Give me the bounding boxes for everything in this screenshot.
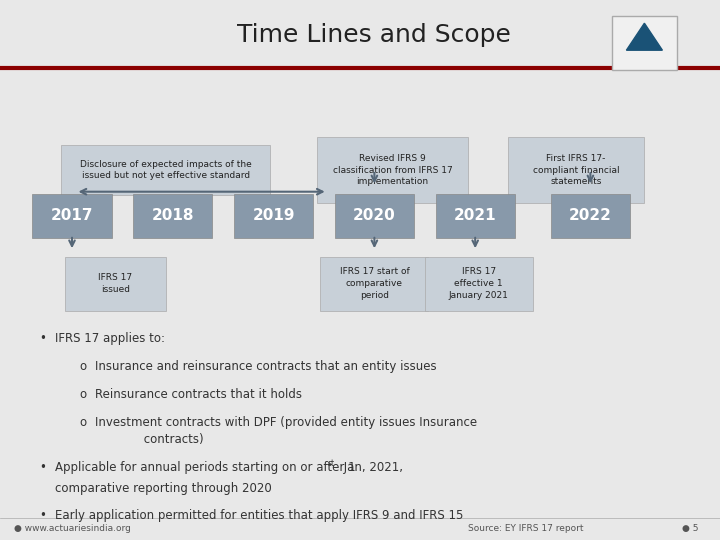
Text: 2021: 2021 — [454, 208, 497, 224]
Text: 2019: 2019 — [252, 208, 295, 224]
FancyBboxPatch shape — [436, 194, 515, 238]
Text: Disclosure of expected impacts of the
issued but not yet effective standard: Disclosure of expected impacts of the is… — [80, 160, 251, 180]
FancyBboxPatch shape — [508, 137, 644, 202]
Text: Reinsurance contracts that it holds: Reinsurance contracts that it holds — [95, 388, 302, 401]
FancyBboxPatch shape — [317, 137, 468, 202]
Text: IFRS 17
effective 1
January 2021: IFRS 17 effective 1 January 2021 — [449, 267, 509, 300]
Text: Investment contracts with DPF (provided entity issues Insurance
             con: Investment contracts with DPF (provided … — [95, 416, 477, 446]
FancyBboxPatch shape — [133, 194, 212, 238]
Text: 2017: 2017 — [50, 208, 94, 224]
Text: Jan, 2021,: Jan, 2021, — [340, 461, 403, 474]
Text: st: st — [328, 458, 335, 468]
Text: IFRS 17 applies to:: IFRS 17 applies to: — [55, 332, 166, 345]
Text: •: • — [40, 461, 47, 474]
FancyBboxPatch shape — [61, 145, 270, 195]
FancyBboxPatch shape — [551, 194, 630, 238]
FancyBboxPatch shape — [612, 16, 677, 70]
Text: Revised IFRS 9
classification from IFRS 17
implementation: Revised IFRS 9 classification from IFRS … — [333, 154, 452, 186]
Text: ● www.actuariesindia.org: ● www.actuariesindia.org — [14, 524, 131, 532]
Text: •: • — [40, 332, 47, 345]
Text: comparative reporting through 2020: comparative reporting through 2020 — [55, 482, 272, 495]
Text: 2018: 2018 — [151, 208, 194, 224]
Text: IFRS 17
issued: IFRS 17 issued — [98, 273, 132, 294]
Text: o: o — [79, 360, 86, 373]
Text: IFRS 17 start of
comparative
period: IFRS 17 start of comparative period — [340, 267, 409, 300]
Text: Source: EY IFRS 17 report: Source: EY IFRS 17 report — [468, 524, 583, 532]
Text: o: o — [79, 416, 86, 429]
Text: ● 5: ● 5 — [682, 524, 698, 532]
Text: Early application permitted for entities that apply IFRS 9 and IFRS 15: Early application permitted for entities… — [55, 509, 464, 522]
Text: Insurance and reinsurance contracts that an entity issues: Insurance and reinsurance contracts that… — [95, 360, 436, 373]
FancyBboxPatch shape — [65, 256, 166, 310]
Text: o: o — [79, 388, 86, 401]
FancyBboxPatch shape — [425, 256, 533, 310]
FancyBboxPatch shape — [335, 194, 414, 238]
Text: 2022: 2022 — [569, 208, 612, 224]
Text: First IFRS 17-
compliant financial
statements: First IFRS 17- compliant financial state… — [533, 154, 619, 186]
Polygon shape — [626, 23, 662, 50]
FancyBboxPatch shape — [234, 194, 313, 238]
Text: Applicable for annual periods starting on or after 1: Applicable for annual periods starting o… — [55, 461, 356, 474]
FancyBboxPatch shape — [32, 194, 112, 238]
Text: 2020: 2020 — [353, 208, 396, 224]
FancyBboxPatch shape — [619, 57, 670, 65]
Text: •: • — [40, 509, 47, 522]
Text: Time Lines and Scope: Time Lines and Scope — [238, 23, 511, 47]
FancyBboxPatch shape — [320, 256, 428, 310]
